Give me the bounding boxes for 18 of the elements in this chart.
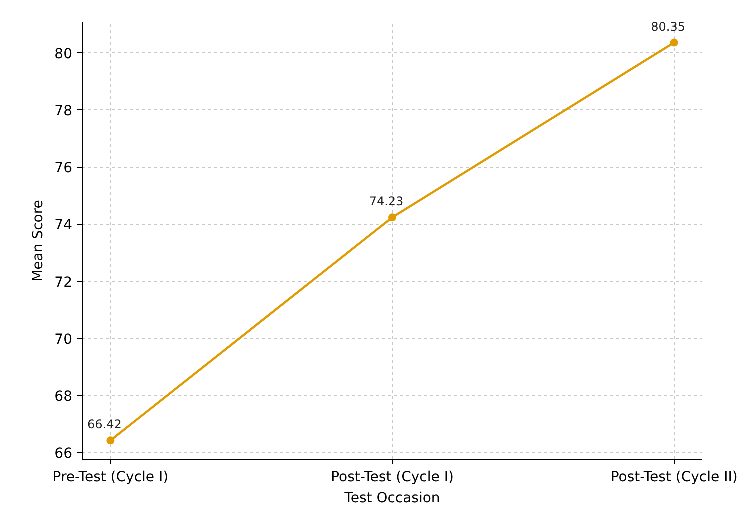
x-tick-label: Post-Test (Cycle II) bbox=[610, 470, 738, 486]
x-tick-label: Pre-Test (Cycle I) bbox=[52, 470, 169, 486]
y-tick-label: 70 bbox=[54, 332, 73, 348]
y-axis-title: Mean Score bbox=[30, 200, 47, 282]
point bbox=[106, 436, 115, 445]
x-axis-title: Test Occasion bbox=[344, 490, 440, 506]
point bbox=[670, 38, 678, 47]
y-tick-label: 76 bbox=[54, 160, 73, 177]
y-tick-label: 74 bbox=[54, 218, 73, 234]
y-tick-label: 66 bbox=[54, 446, 73, 462]
x-tick-label: Post-Test (Cycle I) bbox=[331, 470, 454, 486]
y-tick-label: 68 bbox=[54, 389, 73, 406]
y-tick-label: 72 bbox=[54, 274, 73, 291]
y-tick-label: 78 bbox=[54, 103, 73, 120]
point bbox=[388, 214, 396, 222]
y-tick-label: 80 bbox=[54, 46, 73, 62]
data-label: 74.23 bbox=[369, 194, 404, 209]
data-label: 66.42 bbox=[88, 418, 122, 432]
